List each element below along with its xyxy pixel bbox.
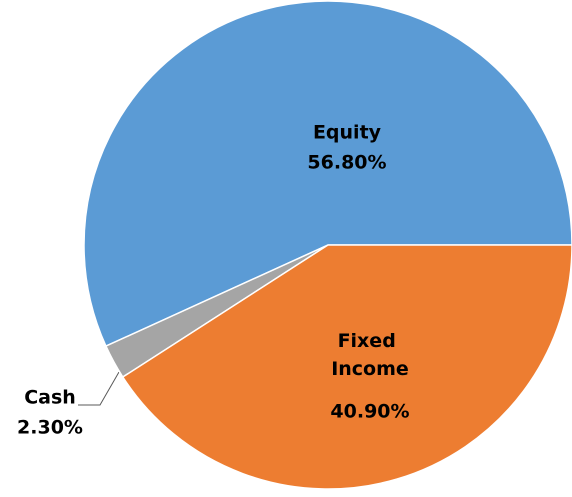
- pie-slice: [121, 244, 572, 490]
- pie-slice: [83, 0, 572, 348]
- slice-value-label: 56.80%: [307, 152, 386, 174]
- slice-category-label: Equity: [313, 122, 382, 144]
- slice-category-label: Cash: [24, 387, 76, 409]
- slice-value-label: 40.90%: [330, 401, 409, 423]
- label-line: Fixed: [338, 330, 403, 352]
- label-line: Income: [331, 358, 409, 380]
- slice-category-label: Fixed Income: [331, 330, 409, 380]
- slice-value-label: 2.30%: [17, 417, 83, 439]
- leader-line: [78, 371, 120, 406]
